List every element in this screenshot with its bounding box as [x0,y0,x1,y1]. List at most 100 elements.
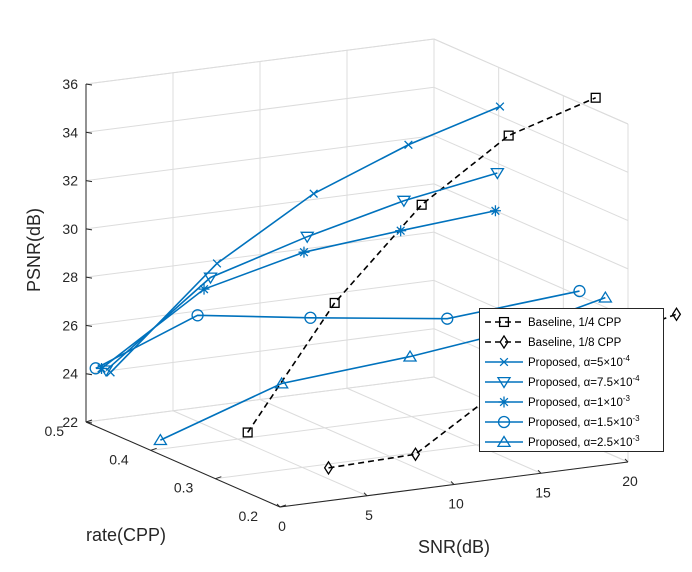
data-point-marker [489,205,501,217]
y-tick-mark [215,476,222,480]
grid-line [346,387,542,474]
y-tick-mark [279,504,287,508]
legend-swatch [485,396,523,408]
legend-item: Proposed, α=5×10-4 [480,352,663,372]
data-point-marker [309,189,318,198]
y-tick-mark [150,447,157,451]
data-point-marker [410,446,421,462]
legend-label-text: Baseline, 1/8 CPP [528,336,622,349]
legend-label: Proposed, α=7.5×10-4 [528,374,640,389]
series-line [105,172,498,372]
grid-line [85,279,435,326]
data-point-marker [499,334,509,350]
z-tick-mark [85,373,93,376]
z-tick-mark [85,324,93,327]
pane-edge [85,38,435,85]
y-axis-label: rate(CPP) [86,525,166,545]
data-point-marker [274,376,289,389]
legend-item: Proposed, α=2.5×10-3 [480,432,663,452]
data-point-marker [98,365,114,378]
grid-line [85,231,435,278]
data-point-marker [490,167,505,180]
legend-label: Proposed, α=5×10-4 [528,354,630,369]
grid-line [85,376,435,423]
legend-swatch [485,415,523,429]
z-tick-label: 26 [62,317,78,333]
data-point-marker [242,427,253,438]
legend-item: Baseline, 1/4 CPP [480,312,663,332]
x-tick-mark [276,503,281,508]
z-tick-mark [85,83,93,86]
data-point-marker [495,102,505,111]
legend-item: Proposed, α=1.5×10-3 [480,412,663,432]
data-point-marker [212,259,222,268]
legend-label-text: Proposed, α=7.5×10 [528,376,633,389]
y-tick-label: 0.3 [174,480,194,496]
z-axis-label: PSNR(dB) [24,208,44,292]
legend-label: Proposed, α=1.5×10-3 [528,414,640,429]
grid-line [433,86,629,173]
legend-label: Proposed, α=2.5×10-3 [528,434,640,449]
data-point-marker [498,316,510,328]
grid-line [433,231,629,318]
x-tick-mark [537,469,542,474]
legend-label-exponent: -3 [632,434,640,443]
y-tick-label: 0.4 [109,451,129,467]
legend-label-text: Proposed, α=5×10 [528,356,623,369]
data-point-marker [496,435,512,448]
data-point-marker [89,362,102,375]
x-tick-label: 5 [365,507,373,523]
legend-swatch [485,316,523,328]
data-point-marker [203,272,218,285]
z-tick-label: 32 [62,173,78,189]
legend-label-exponent: -4 [632,374,640,383]
legend-item: Proposed, α=7.5×10-4 [480,372,663,392]
grid-line [433,183,629,270]
x-axis-label: SNR(dB) [418,537,490,557]
data-point-marker [497,415,511,429]
data-point-marker [153,433,168,446]
legend-label-text: Proposed, α=1×10 [528,396,623,409]
data-point-marker [323,460,334,476]
data-point-marker [404,140,413,150]
y-axis-line [85,421,281,508]
data-point-marker [329,297,340,308]
z-tick-label: 22 [62,414,78,430]
x-tick-label: 20 [622,473,638,489]
legend-label-exponent: -3 [632,414,640,423]
tick-labels: 0 5 10 15 20 0.2 0.3 0.4 0.522 24 26 28 30 32 34 36 [45,76,638,534]
legend-swatch [485,357,523,367]
legend-label-text: Baseline, 1/4 CPP [528,316,622,329]
data-point-marker [573,284,586,298]
data-point-marker [671,306,682,322]
x-tick-mark [624,458,629,463]
grid-line [85,328,435,375]
data-point-marker [598,290,613,303]
x-tick-mark [363,492,368,497]
z-tick-label: 28 [62,269,78,285]
y-tick-label: 0.5 [45,423,65,439]
data-point-marker [402,349,418,362]
x-tick-label: 0 [278,518,286,534]
z-tick-mark [85,228,93,231]
series-line [247,97,596,433]
grid-line [85,183,435,230]
z-tick-mark [85,180,93,183]
z-tick-label: 36 [62,76,78,92]
z-tick-label: 24 [62,366,78,382]
grid-line [259,399,455,485]
axis-lines [85,83,629,508]
x-tick-mark [450,481,455,485]
data-point-marker [416,199,427,210]
legend-label-exponent: -4 [622,354,631,363]
legend-label: Proposed, α=1×10-3 [528,394,630,409]
legend-label-text: Proposed, α=1.5×10 [528,416,633,429]
legend-label-text: Proposed, α=2.5×10 [528,436,633,449]
z-tick-label: 30 [62,221,78,237]
legend-item: Proposed, α=1×10-3 [480,392,663,412]
x-tick-label: 15 [535,484,551,500]
legend: Baseline, 1/4 CPP Baseline, 1/8 CPP Prop… [479,308,664,452]
legend-swatch [485,334,523,350]
